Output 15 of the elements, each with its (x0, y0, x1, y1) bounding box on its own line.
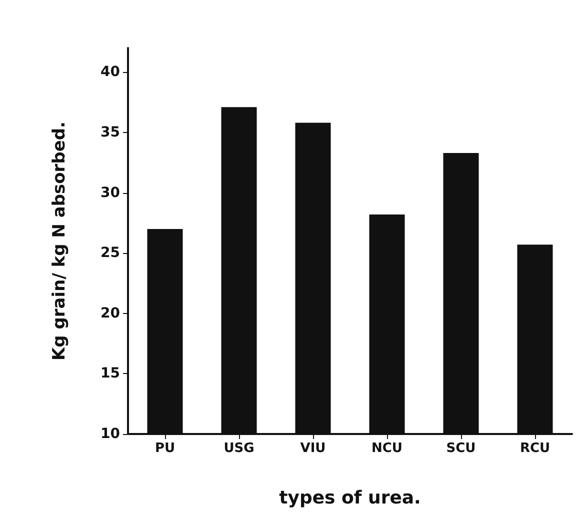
x-tick-label: NCU (372, 441, 402, 456)
x-tick-label: SCU (446, 441, 476, 456)
x-tick-label: USG (224, 441, 254, 456)
y-tick-label: 25 (100, 245, 120, 262)
x-tick-label: VIU (300, 441, 326, 456)
x-axis-title: types of urea. (279, 488, 421, 508)
y-tick-label: 20 (100, 305, 120, 322)
y-tick-label: 10 (100, 426, 120, 442)
x-tick-label: PU (154, 441, 176, 456)
y-tick-label: 35 (100, 124, 120, 140)
y-tick-label: 15 (100, 366, 120, 382)
y-axis-title: Kg grain/ kg N absorbed. (50, 121, 70, 361)
x-tick-label: RCU (520, 441, 550, 456)
y-tick-label: 30 (100, 184, 120, 201)
y-tick-label: 40 (100, 64, 120, 80)
